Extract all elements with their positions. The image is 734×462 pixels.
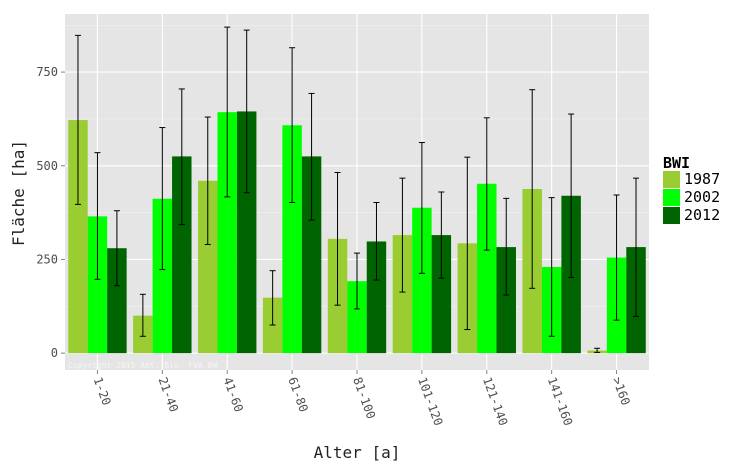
x-axis-title: Alter [a] [314,443,401,462]
error-bar-2002-61-80 [289,47,296,203]
bar-2002-1-20 [87,216,108,354]
legend-item-2002: 2002 [663,188,720,206]
bar-2012-21-40 [172,156,192,354]
x-tick-label: 61-80 [285,375,311,414]
y-tick-label: 0 [51,346,58,360]
y-axis-title: Fläche [ha] [9,140,28,246]
x-tick-label: 81-100 [350,375,378,421]
legend-label: 1987 [684,170,720,188]
error-bar-1987-61-80 [269,270,276,326]
error-bar-1987-141-160 [529,89,536,289]
error-bar-2002-141-160 [548,197,555,337]
legend-swatch [663,207,680,224]
y-axis-ticks: 0 250 500 750 [36,65,65,360]
x-tick-label: 1-20 [91,375,114,407]
y-tick-label: 250 [36,252,58,266]
bar-1987-1-20 [68,120,88,354]
error-bar-2012-121-140 [503,197,510,296]
bar-2012-81-100 [366,241,387,354]
error-bar-2002-121-140 [483,117,490,251]
legend-title: BWI [663,154,690,172]
legend-label: 2002 [684,188,720,206]
error-bar-1987-21-40 [139,293,146,337]
x-tick-label: 21-40 [156,375,182,414]
error-bar-1987-41-60 [204,116,211,245]
bar-2002-101-120 [412,207,432,354]
error-bar-2012-101-120 [438,191,445,279]
error-bar-2002-81-100 [354,252,360,310]
error-bar-2012->160 [633,177,640,317]
error-bar-1987->160 [594,347,601,353]
bar-2012-61-80 [301,156,322,354]
error-bar-2012-21-40 [178,88,185,226]
y-tick-label: 750 [36,65,58,79]
bars [68,111,646,354]
y-tick-label: 500 [36,159,58,173]
bar-1987-41-60 [198,180,218,354]
x-tick-label: 141-160 [545,375,575,427]
error-bar-2002-101-120 [418,142,425,274]
error-bar-2002-1-20 [94,152,101,280]
bar-2002-41-60 [217,112,237,354]
bar-1987-101-120 [392,235,413,354]
error-bar-2002-21-40 [159,127,166,271]
error-bar-1987-121-140 [464,156,471,331]
x-tick-label: 121-140 [480,375,510,427]
error-bar-2002-41-60 [224,26,231,198]
bar-2012-1-20 [107,248,127,354]
error-bar-1987-101-120 [399,177,406,293]
error-bars [74,26,640,353]
x-tick-label: >160 [610,375,633,407]
legend-item-2012: 2012 [663,206,720,224]
x-axis-ticks: 1-20 21-40 41-60 61-80 81-100 101-120 121-140 1… [91,370,633,428]
bar-2002-61-80 [282,125,302,354]
bar-2002-121-140 [477,183,497,354]
bar-2002-21-40 [152,198,173,354]
legend-swatch [663,171,680,188]
x-tick-label: 101-120 [415,375,445,427]
error-bar-2012-141-160 [568,113,575,278]
error-bar-2012-81-100 [373,201,380,281]
error-bar-2012-41-60 [243,29,250,194]
error-bar-1987-1-20 [74,34,81,205]
bar-2012-121-140 [496,247,516,354]
legend-swatch [663,189,680,206]
error-bar-1987-81-100 [334,172,341,306]
x-tick-label: 41-60 [220,375,246,414]
error-bar-2012-61-80 [308,92,315,221]
bar-2002-81-100 [347,281,367,354]
bar-2012-41-60 [236,111,257,354]
error-bar-2012-1-20 [113,210,120,287]
copyright-watermark: Copyright 2015 Abt. Bio. FVA BW [68,361,217,370]
error-bar-2002->160 [613,194,620,321]
legend-label: 2012 [684,206,720,224]
bar-2012-101-120 [431,235,452,354]
legend-item-1987: 1987 [663,170,720,188]
